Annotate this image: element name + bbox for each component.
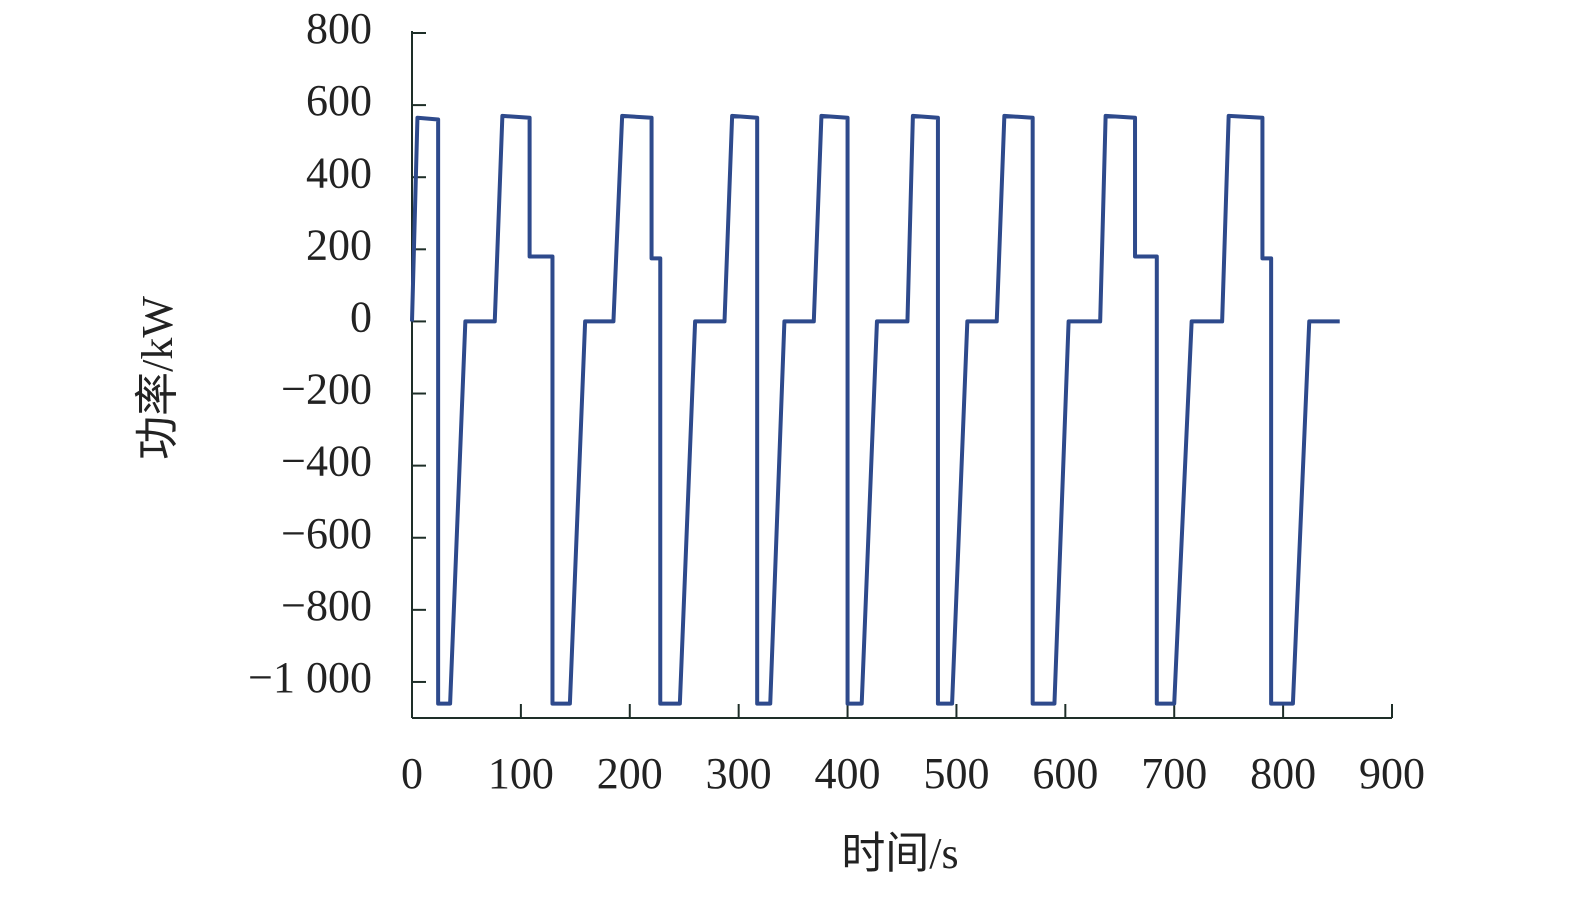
y-tick-label: −1 000	[248, 653, 372, 702]
y-tick-label: −800	[281, 581, 372, 630]
y-axis-label: 功率/kW	[133, 296, 182, 460]
x-tick-label: 500	[923, 749, 989, 798]
y-tick-label: −400	[281, 437, 372, 486]
y-tick-label: 200	[306, 220, 372, 269]
y-tick-label: −600	[281, 509, 372, 558]
x-tick-label: 800	[1250, 749, 1316, 798]
x-tick-label: 700	[1141, 749, 1207, 798]
x-tick-label: 100	[488, 749, 554, 798]
y-tick-label: −200	[281, 365, 372, 414]
x-axis-label: 时间/s	[841, 829, 958, 878]
data-line	[410, 113, 1340, 706]
x-tick-label: 600	[1032, 749, 1098, 798]
y-tick-label: 0	[350, 293, 372, 342]
x-tick-label: 0	[401, 749, 423, 798]
x-tick-label: 900	[1359, 749, 1425, 798]
x-tick-label: 300	[706, 749, 772, 798]
x-tick-label: 400	[815, 749, 881, 798]
y-tick-label: 400	[306, 148, 372, 197]
y-tick-label: 800	[306, 4, 372, 53]
y-tick-label: 600	[306, 76, 372, 125]
x-tick-label: 200	[597, 749, 663, 798]
